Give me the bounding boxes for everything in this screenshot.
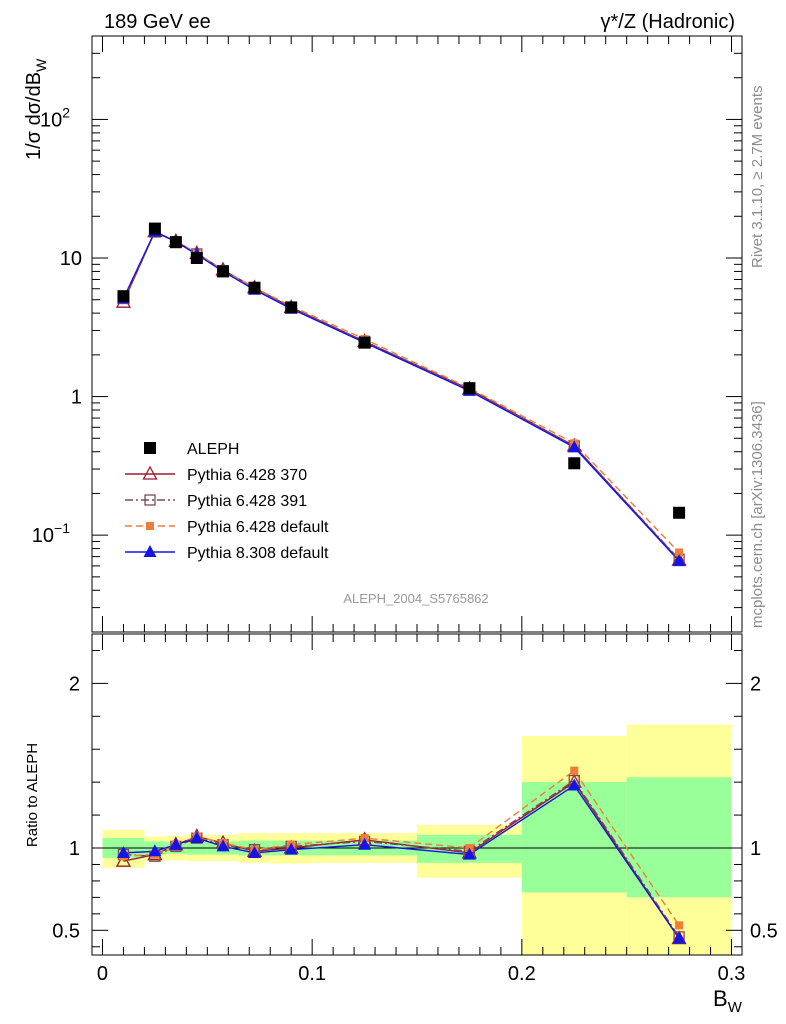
- data-point: [672, 554, 686, 567]
- main-y-tick-label: 10−1: [32, 520, 70, 547]
- legend-label: Pythia 6.428 391: [187, 493, 307, 510]
- data-point: [217, 265, 230, 278]
- ratio-y-tick-label-right: 1: [750, 838, 761, 860]
- ratio-y-tick-label-left: 2: [69, 673, 80, 695]
- data-point: [463, 382, 476, 395]
- main-y-axis-label-sub: W: [33, 58, 49, 72]
- x-tick-label: 0.2: [508, 963, 536, 985]
- legend-label: ALEPH: [187, 441, 239, 458]
- data-point: [568, 457, 581, 470]
- data-point: [216, 839, 230, 852]
- main-axis-ticks: 102 10 1 10−1: [32, 35, 742, 633]
- mcplots-label: mcplots.cern.ch [arXiv:1306.3436]: [749, 401, 766, 628]
- data-point: [248, 281, 261, 294]
- legend-label: Pythia 8.308 default: [187, 545, 329, 562]
- ratio-panel-frame: [91, 633, 743, 956]
- data-point: [570, 766, 579, 775]
- main-series-group: [115, 222, 687, 567]
- ratio-y-tick-label-right: 0.5: [750, 920, 778, 942]
- legend: ALEPH Pythia 6.428 370 Pythia 6.428 391 Pyt…: [125, 441, 329, 562]
- ratio-y-axis-label: Ratio to ALEPH: [24, 743, 41, 847]
- data-point: [142, 465, 158, 480]
- legend-label: Pythia 6.428 default: [187, 519, 329, 536]
- green-band: [626, 777, 732, 898]
- data-point: [116, 845, 130, 858]
- x-tick-label: 0.1: [298, 963, 326, 985]
- x-axis-label: BW: [713, 986, 743, 1016]
- x-tick-label: 0.3: [718, 963, 746, 985]
- ratio-series-group: [115, 766, 687, 945]
- analysis-id-label: ALEPH_2004_S5765862: [343, 591, 488, 606]
- data-point: [169, 837, 183, 850]
- data-point: [673, 506, 686, 519]
- data-point: [148, 222, 161, 235]
- data-point: [285, 301, 298, 314]
- data-point: [146, 522, 154, 530]
- data-point: [190, 831, 204, 844]
- main-panel-frame: [91, 35, 743, 633]
- data-point: [248, 845, 261, 858]
- ratio-panel: 2 2 1 1 0.5 0.5 0 0.1 0.2 0.3 Ratio to ALEPH BW: [24, 633, 778, 1016]
- x-axis-label-sub: W: [728, 999, 743, 1016]
- main-y-axis-label-main: 1/σ dσ/dB: [23, 72, 45, 160]
- data-point: [462, 847, 476, 860]
- main-panel: ALEPH_2004_S5765862 102 10 1 10−1 ALEPH Pyth…: [23, 35, 743, 633]
- main-y-tick-label: 10: [60, 248, 82, 270]
- x-tick-label: 0: [97, 963, 108, 985]
- ratio-y-tick-label-left: 1: [69, 838, 80, 860]
- data-point: [144, 494, 156, 506]
- main-y-tick-label: 1: [71, 387, 82, 409]
- data-point: [148, 844, 162, 857]
- rivet-label: Rivet 3.1.10, ≥ 2.7M events: [749, 86, 766, 269]
- ratio-y-tick-label-right: 2: [750, 673, 761, 695]
- header-right-title: γ*/Z (Hadronic): [601, 11, 735, 33]
- x-axis-label-main: B: [713, 986, 728, 1011]
- ratio-axis-ticks: 2 2 1 1 0.5 0.5 0 0.1 0.2 0.3: [52, 634, 778, 985]
- data-point: [567, 440, 581, 453]
- data-point: [672, 931, 686, 944]
- ratio-y-tick-label-left: 0.5: [52, 920, 80, 942]
- data-point: [675, 548, 684, 557]
- data-point: [190, 251, 203, 264]
- data-point: [169, 236, 182, 249]
- data-point: [144, 442, 156, 454]
- data-point: [358, 837, 372, 850]
- data-point: [143, 545, 157, 557]
- data-point: [675, 921, 684, 930]
- main-panel-background: [92, 36, 742, 632]
- data-point: [284, 842, 298, 855]
- data-point: [358, 336, 371, 349]
- main-y-axis-label: 1/σ dσ/dBW: [23, 58, 49, 160]
- data-point: [117, 290, 130, 303]
- header-left-title: 189 GeV ee: [104, 11, 211, 33]
- main-y-tick-label: 102: [40, 104, 70, 131]
- data-point: [567, 778, 581, 791]
- legend-label: Pythia 6.428 370: [187, 467, 307, 484]
